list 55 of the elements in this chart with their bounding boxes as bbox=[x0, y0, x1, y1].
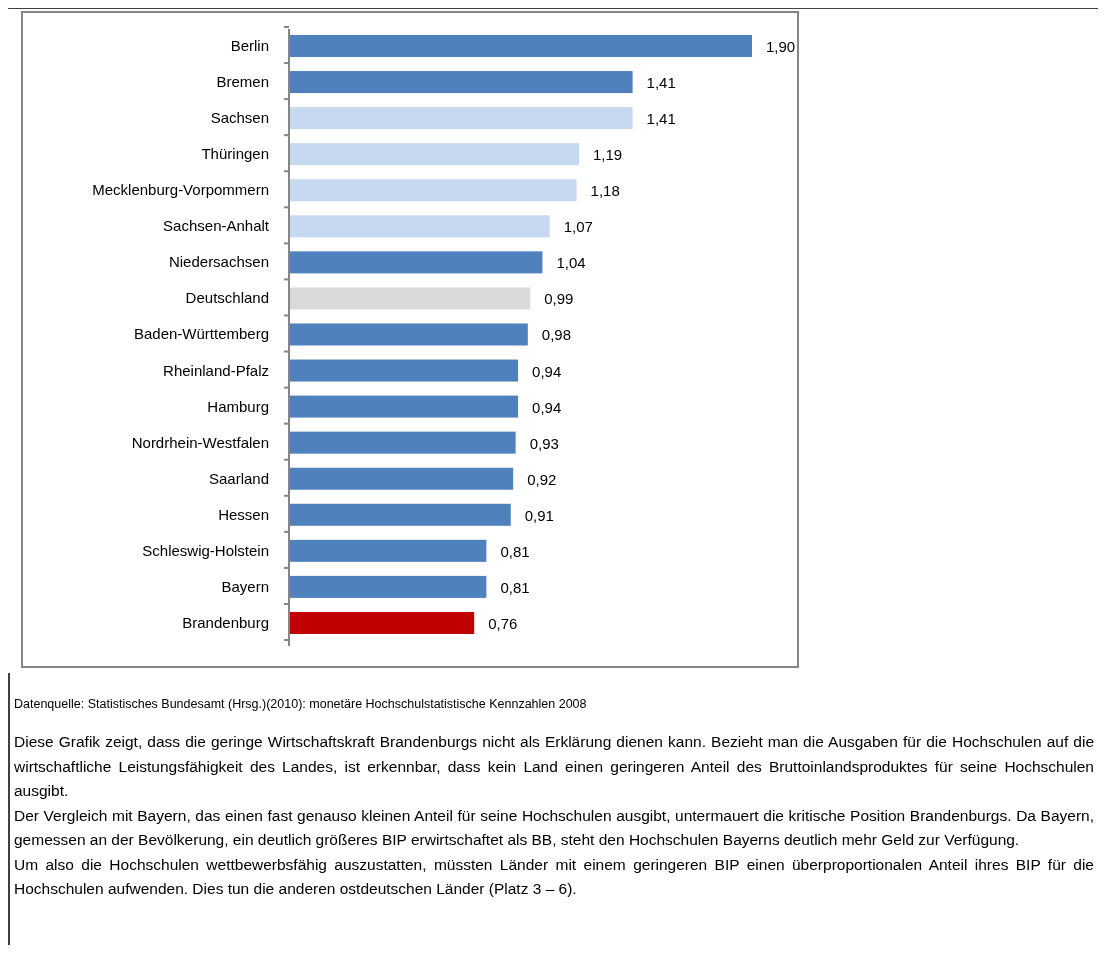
data-label: 1,90 bbox=[766, 38, 796, 55]
data-label: 1,18 bbox=[590, 182, 620, 200]
data-label: 0,92 bbox=[527, 470, 557, 488]
y-tick-label: Hamburg bbox=[207, 397, 269, 415]
data-label: 0,99 bbox=[544, 290, 574, 308]
y-tick-label: Mecklenburg-Vorpommern bbox=[92, 181, 269, 199]
bar bbox=[290, 539, 487, 562]
data-label: 0,81 bbox=[500, 542, 530, 560]
data-label: 1,07 bbox=[563, 218, 593, 236]
bar bbox=[290, 179, 577, 202]
bar bbox=[290, 611, 475, 634]
y-tick-label: Bremen bbox=[216, 73, 269, 91]
y-tick-label: Nordrhein-Westfalen bbox=[131, 433, 269, 451]
bar bbox=[290, 215, 550, 238]
data-label: 0,81 bbox=[500, 578, 530, 596]
bar bbox=[290, 35, 752, 57]
y-tick-label: Sachsen bbox=[210, 109, 269, 127]
data-label: 0,93 bbox=[529, 434, 559, 452]
y-tick-label: Niedersachsen bbox=[168, 253, 269, 271]
y-tick-label: Berlin bbox=[230, 37, 269, 54]
data-label: 1,19 bbox=[592, 146, 623, 164]
data-label: 1,04 bbox=[556, 254, 586, 272]
data-label: 0,76 bbox=[488, 614, 518, 632]
bar bbox=[290, 287, 531, 310]
bar bbox=[290, 395, 519, 418]
data-label: 0,94 bbox=[532, 362, 562, 380]
bar bbox=[290, 323, 528, 346]
data-label: 1,41 bbox=[646, 110, 676, 128]
y-tick-label: Brandenburg bbox=[182, 613, 269, 631]
bar bbox=[290, 251, 543, 274]
data-label: 1,41 bbox=[646, 74, 676, 92]
y-tick-label: Hessen bbox=[218, 505, 269, 523]
bar bbox=[290, 503, 511, 526]
y-tick-label: Deutschland bbox=[185, 289, 269, 307]
bar bbox=[290, 107, 633, 130]
bar bbox=[290, 467, 514, 490]
data-label: 0,98 bbox=[541, 326, 572, 344]
text: Datenquelle: Statistisches Bundesamt (Hrsg.)(2010): monetäre Hochschulstatistische Kennzahlen 2008 bbox=[14, 697, 587, 711]
text: Um also die Hochschulen wettbewerbsfähig auszustatten, müssten Länder mit einem geringeren BIP einen überproportionalen Anteil ihres BIP für die Hochschulen aufwenden. Dies tun die anderen ostdeutschen Länder (Platz 3 – 6). bbox=[14, 854, 1094, 899]
data-label: 0,91 bbox=[524, 506, 554, 524]
y-tick-label: Baden-Württemberg bbox=[133, 325, 269, 343]
y-tick-label: Rheinland-Pfalz bbox=[163, 361, 269, 379]
bar bbox=[290, 71, 633, 94]
bar bbox=[290, 431, 516, 454]
bar bbox=[290, 575, 487, 598]
data-label: 0,94 bbox=[532, 398, 562, 416]
y-tick-label: Thüringen bbox=[201, 145, 269, 163]
text: Diese Grafik zeigt, dass die geringe Wirtschaftskraft Brandenburgs nicht als Erklärung dienen kann. Bezieht man die Ausgaben für die Hochschulen auf die wirtschaftliche Leistungsfähigkeit des Landes, ist erkennbar, dass kein Land einen geringeren Anteil des Bruttoinlandsproduktes für seine Hochschulen ausgibt. bbox=[14, 732, 1094, 801]
bar bbox=[290, 143, 579, 166]
y-tick-label: Sachsen-Anhalt bbox=[163, 217, 270, 235]
y-tick-label: Schleswig-Holstein bbox=[142, 541, 269, 559]
text: Der Vergleich mit Bayern, das einen fast genauso kleinen Anteil für seine Hochschulen ausgibt, untermauert die kritische Position Brandenburgs. Da Bayern, gemessen an der Bevölkerung, ein deutlich größeres BIP erwirtschaftet als BB, steht den Hochschulen Bayerns deutlich mehr Geld zur Verfügung. bbox=[14, 805, 1094, 850]
y-tick-label: Saarland bbox=[208, 469, 269, 487]
y-tick-label: Bayern bbox=[221, 577, 269, 595]
bar bbox=[290, 359, 519, 382]
